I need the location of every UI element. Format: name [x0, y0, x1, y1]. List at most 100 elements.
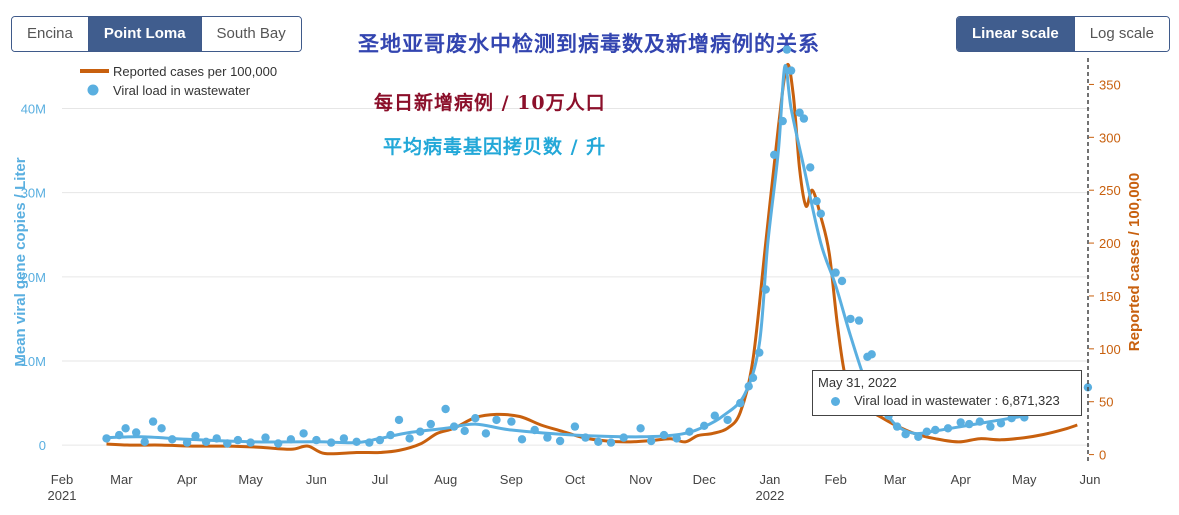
- viral-point[interactable]: [700, 421, 709, 430]
- site-button-encina[interactable]: Encina: [12, 17, 89, 51]
- viral-point[interactable]: [892, 422, 902, 431]
- viral-point[interactable]: [102, 434, 111, 443]
- viral-point[interactable]: [481, 429, 491, 438]
- viral-point[interactable]: [416, 427, 425, 436]
- viral-point[interactable]: [636, 424, 645, 433]
- viral-point[interactable]: [770, 150, 779, 159]
- axes: 010M20M30M40M050100150200250300350Feb202…: [21, 77, 1121, 503]
- viral-point[interactable]: [606, 438, 616, 447]
- viral-point[interactable]: [121, 424, 130, 433]
- viral-point[interactable]: [748, 373, 758, 382]
- viral-point[interactable]: [761, 285, 770, 294]
- viral-point[interactable]: [778, 116, 787, 126]
- site-button-south-bay[interactable]: South Bay: [201, 17, 301, 51]
- site-button-point-loma[interactable]: Point Loma: [88, 17, 202, 51]
- viral-point[interactable]: [426, 419, 435, 429]
- viral-point[interactable]: [233, 435, 243, 445]
- viral-point[interactable]: [201, 437, 211, 446]
- viral-point[interactable]: [867, 350, 876, 359]
- viral-point[interactable]: [191, 431, 200, 441]
- legend-cases-label[interactable]: Reported cases per 100,000: [113, 64, 277, 79]
- viral-point[interactable]: [507, 417, 516, 426]
- viral-point[interactable]: [619, 433, 628, 442]
- viral-point[interactable]: [672, 434, 681, 443]
- chart-title: 圣地亚哥废水中检测到病毒数及新增病例的关系: [358, 31, 820, 56]
- viral-point[interactable]: [168, 435, 177, 444]
- viral-point[interactable]: [570, 422, 580, 431]
- linear-scale-button[interactable]: Linear scale: [957, 17, 1075, 51]
- viral-point[interactable]: [299, 429, 308, 438]
- viral-point[interactable]: [365, 438, 374, 447]
- viral-point[interactable]: [449, 422, 459, 431]
- viral-point[interactable]: [736, 398, 745, 408]
- viral-point[interactable]: [212, 434, 221, 443]
- viral-point[interactable]: [965, 419, 974, 429]
- viral-point[interactable]: [710, 411, 719, 420]
- x-tick-label: Jun: [1080, 472, 1101, 487]
- viral-point[interactable]: [312, 435, 321, 445]
- viral-point[interactable]: [246, 438, 255, 447]
- viral-point[interactable]: [441, 404, 450, 414]
- viral-point[interactable]: [755, 348, 764, 357]
- viral-point[interactable]: [471, 414, 480, 423]
- viral-point[interactable]: [1007, 414, 1016, 423]
- viral-point[interactable]: [901, 430, 910, 439]
- viral-point[interactable]: [816, 209, 825, 218]
- viral-point[interactable]: [837, 276, 847, 286]
- x-tick-label: Jun: [306, 472, 327, 487]
- viral-point[interactable]: [261, 433, 270, 442]
- viral-point[interactable]: [517, 435, 527, 444]
- viral-point[interactable]: [286, 435, 296, 444]
- viral-point[interactable]: [723, 415, 732, 425]
- viral-point[interactable]: [543, 433, 552, 442]
- viral-point[interactable]: [744, 382, 753, 391]
- viral-point[interactable]: [786, 66, 796, 75]
- viral-point[interactable]: [795, 108, 804, 117]
- viral-point[interactable]: [223, 439, 232, 448]
- viral-point[interactable]: [339, 434, 349, 443]
- viral-point[interactable]: [986, 422, 995, 431]
- viral-point[interactable]: [914, 432, 923, 441]
- viral-point[interactable]: [386, 430, 395, 440]
- viral-point[interactable]: [647, 436, 656, 446]
- viral-point[interactable]: [854, 316, 864, 325]
- x-tick-label: Jan: [759, 472, 780, 487]
- viral-point[interactable]: [931, 425, 940, 435]
- tooltip-row: Viral load in wastewater : 6,871,323: [831, 393, 1060, 408]
- viral-point[interactable]: [460, 426, 469, 436]
- viral-point[interactable]: [812, 196, 821, 206]
- viral-point[interactable]: [115, 430, 124, 440]
- viral-point[interactable]: [157, 424, 166, 433]
- legend-viral-label[interactable]: Viral load in wastewater: [113, 83, 251, 98]
- viral-point[interactable]: [140, 437, 149, 446]
- viral-point[interactable]: [148, 417, 158, 426]
- viral-point[interactable]: [394, 415, 404, 425]
- viral-point[interactable]: [132, 428, 141, 437]
- viral-point[interactable]: [375, 435, 385, 445]
- viral-point[interactable]: [327, 438, 336, 447]
- viral-point[interactable]: [806, 163, 815, 172]
- hover-tooltip: May 31, 2022 Viral load in wastewater : …: [812, 370, 1082, 416]
- viral-point[interactable]: [956, 418, 965, 427]
- viral-point[interactable]: [274, 439, 283, 448]
- viral-point[interactable]: [492, 415, 501, 425]
- viral-point[interactable]: [846, 314, 855, 324]
- viral-point[interactable]: [530, 425, 539, 435]
- viral-point[interactable]: [799, 114, 809, 123]
- viral-point[interactable]: [996, 419, 1006, 428]
- viral-point[interactable]: [975, 417, 984, 426]
- viral-point[interactable]: [555, 436, 565, 446]
- viral-point[interactable]: [581, 433, 590, 442]
- viral-point[interactable]: [405, 434, 414, 443]
- viral-point[interactable]: [831, 268, 840, 277]
- viral-point[interactable]: [782, 45, 792, 54]
- viral-point[interactable]: [659, 430, 669, 440]
- viral-point[interactable]: [594, 437, 603, 446]
- viral-point[interactable]: [685, 427, 694, 436]
- viral-point[interactable]: [922, 427, 931, 436]
- viral-point[interactable]: [352, 437, 361, 446]
- viral-point[interactable]: [943, 424, 953, 433]
- viral-point[interactable]: [182, 438, 192, 447]
- log-scale-button[interactable]: Log scale: [1074, 17, 1169, 51]
